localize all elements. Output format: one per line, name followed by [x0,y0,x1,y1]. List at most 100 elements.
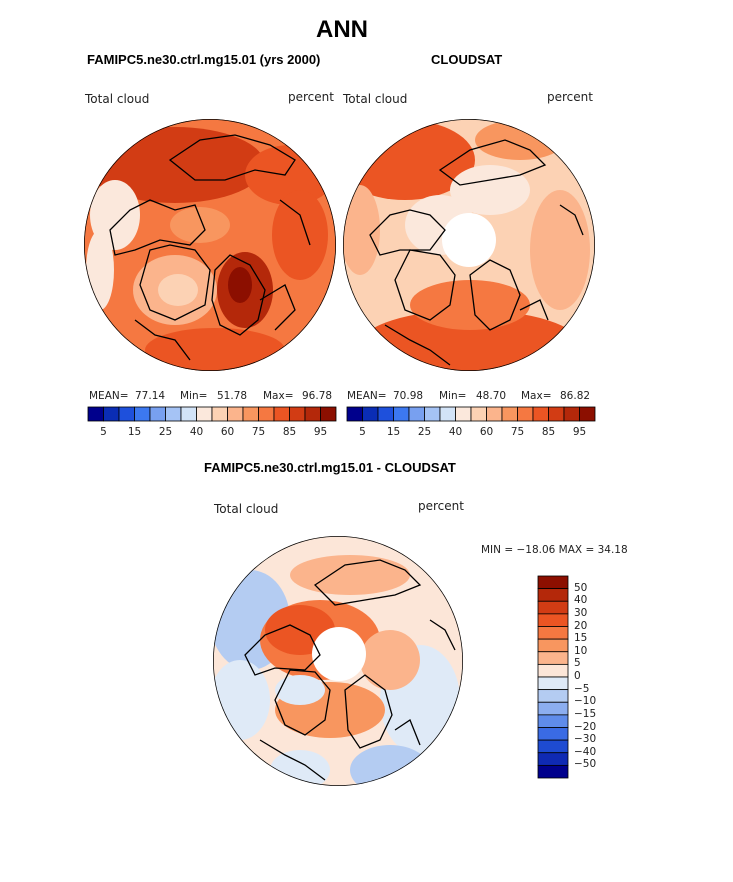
panel3-colorbar-tick-label: −15 [574,707,597,720]
panel3-header: FAMIPC5.ne30.ctrl.mg15.01 - CLOUDSAT [204,460,456,475]
panel3-colorbar-tick-label: 50 [574,581,588,594]
panel2-colorbar-tick-label: 25 [417,426,432,438]
panel3-colorbar-swatch [537,701,569,716]
panel1-colorbar-tick-label: 75 [251,426,266,438]
panel1-colorbar-swatch [196,406,213,422]
panel2-colorbar-swatch [424,406,441,422]
panel1-colorbar-tick-label: 95 [313,426,328,438]
panel2-colorbar-swatch [532,406,549,422]
panel3-units-label: percent [418,499,464,513]
panel1-colorbar-swatch [227,406,244,422]
panel1-colorbar-swatch [211,406,228,422]
panel2-header: CLOUDSAT [431,52,503,67]
panel1-colorbar-tick-label: 15 [127,426,142,438]
panel1-mean-value: 77.14 [135,390,166,402]
panel2-min-label: Min= [439,390,467,402]
panel1-colorbar-tick-label: 25 [158,426,173,438]
panel3-colorbar-swatch [537,663,569,678]
panel3-colorbar-tick-label: 20 [574,619,588,632]
panel2-colorbar-tick-label: 75 [510,426,525,438]
panel3-colorbar-swatch [537,626,569,640]
panel1-header: FAMIPC5.ne30.ctrl.mg15.01 (yrs 2000) [87,52,321,67]
panel3-colorbar-tick-label: 15 [574,632,588,645]
panel1-map [84,119,336,371]
panel2-colorbar-swatch [486,406,503,422]
panel2-colorbar-swatch [517,406,534,422]
panel2-min-value: 48.70 [476,390,507,402]
panel2-colorbar-tick-label: 5 [359,426,366,438]
panel3-colorbar-tick-label: −50 [574,758,597,771]
panel3-colorbar-swatch [537,638,569,653]
panel3-colorbar-tick-label: 10 [574,644,588,657]
panel1-colorbar-swatch [134,406,151,422]
panel1-colorbar-swatch [103,406,120,422]
panel2-map [343,119,595,371]
panel3-colorbar-swatch [537,613,569,627]
panel3-colorbar [537,575,569,779]
panel1-colorbar-tick-label: 40 [189,426,204,438]
panel2-colorbar [346,406,596,422]
panel3-colorbar-tick-label: 40 [574,594,588,607]
panel1-colorbar-swatch [320,406,337,422]
panel3-colorbar-swatch [537,651,569,665]
figure-title: ANN [316,16,368,43]
panel3-colorbar-tick-label: 0 [574,670,581,682]
panel1-colorbar-swatch [304,406,321,422]
panel1-colorbar-swatch [87,406,104,422]
panel3-colorbar-tick-label: −20 [574,720,597,733]
panel2-colorbar-swatch [377,406,394,422]
panel2-colorbar-swatch [501,406,518,422]
panel2-colorbar-swatch [455,406,472,422]
panel1-colorbar-tick-label: 85 [282,426,297,438]
panel1-max-label: Max= [263,390,294,402]
panel1-min-value: 51.78 [217,390,248,402]
panel1-min-label: Min= [180,390,208,402]
panel3-colorbar-swatch [537,676,569,691]
panel3-colorbar-swatch [537,575,569,590]
panel2-colorbar-swatch [362,406,379,422]
panel1-max-value: 96.78 [302,390,333,402]
panel2-colorbar-swatch [563,406,580,422]
panel3-colorbar-tick-label: 30 [574,606,588,619]
panel1-colorbar [87,406,337,422]
panel2-colorbar-tick-label: 85 [541,426,556,438]
panel2-colorbar-swatch [346,406,363,422]
panel2-colorbar-tick-label: 95 [572,426,587,438]
panel3-colorbar-tick-label: −10 [574,695,597,708]
panel3-colorbar-tick-label: −30 [574,733,597,746]
panel1-colorbar-swatch [273,406,290,422]
panel1-colorbar-swatch [118,406,135,422]
panel3-colorbar-tick-label: −40 [574,745,597,758]
panel1-colorbar-swatch [165,406,182,422]
panel2-mean-label: MEAN= [347,390,387,402]
panel2-colorbar-swatch [470,406,487,422]
panel1-colorbar-swatch [242,406,259,422]
panel2-colorbar-swatch [393,406,410,422]
panel2-colorbar-swatch [579,406,596,422]
panel3-colorbar-tick-label: −5 [574,682,590,695]
panel3-colorbar-swatch [537,727,569,741]
panel2-max-label: Max= [521,390,552,402]
panel3-colorbar-swatch [537,764,569,779]
panel3-colorbar-swatch [537,600,569,615]
panel2-colorbar-swatch [439,406,456,422]
panel3-colorbar-swatch [537,739,569,754]
panel2-units-label: percent [547,90,593,104]
panel1-colorbar-swatch [258,406,275,422]
panel2-colorbar-tick-label: 60 [479,426,494,438]
panel2-colorbar-tick-label: 40 [448,426,463,438]
panel1-colorbar-swatch [289,406,306,422]
panel2-field-label: Total cloud [343,92,408,106]
panel3-colorbar-tick-label: 5 [574,657,581,670]
panel1-colorbar-tick-label: 5 [100,426,107,438]
panel3-colorbar-swatch [537,752,569,766]
panel2-mean-value: 70.98 [393,390,424,402]
panel1-mean-label: MEAN= [89,390,129,402]
panel1-colorbar-tick-label: 60 [220,426,235,438]
panel3-field-label: Total cloud [214,502,279,516]
panel2-colorbar-swatch [548,406,565,422]
panel3-colorbar-swatch [537,714,569,728]
panel1-colorbar-swatch [149,406,166,422]
panel3-colorbar-swatch [537,689,569,703]
